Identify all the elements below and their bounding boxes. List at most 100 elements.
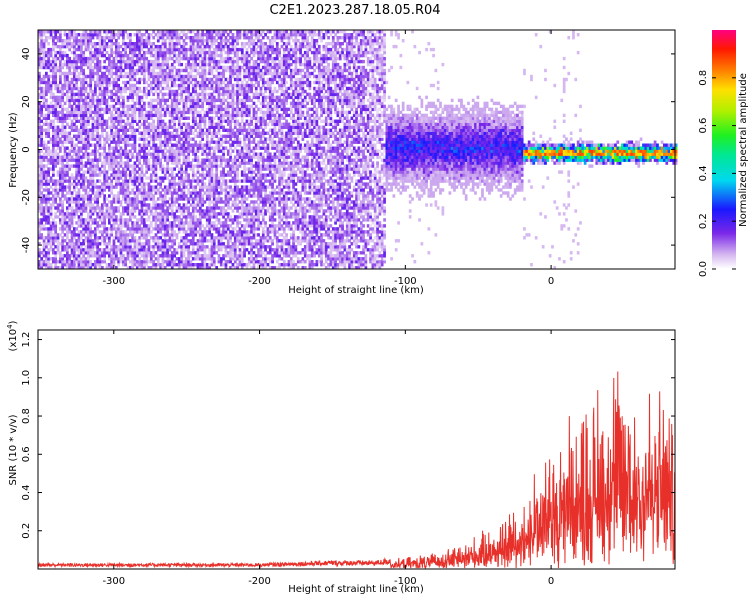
heatmap-cell bbox=[66, 122, 69, 126]
heatmap-cell bbox=[152, 80, 156, 85]
heatmap-cell bbox=[175, 131, 179, 135]
heatmap-cell bbox=[215, 86, 219, 91]
heatmap-cell bbox=[168, 65, 172, 70]
heatmap-cell bbox=[133, 260, 137, 264]
heatmap-cell bbox=[170, 179, 174, 183]
heatmap-cell bbox=[87, 56, 90, 61]
heatmap-cell bbox=[105, 42, 109, 46]
heatmap-cell bbox=[131, 263, 135, 267]
heatmap-cell bbox=[210, 65, 214, 70]
heatmap-cell bbox=[196, 191, 200, 195]
heatmap-cell bbox=[222, 182, 225, 186]
heatmap-cell bbox=[208, 44, 212, 49]
heatmap-cell bbox=[75, 110, 79, 115]
heatmap-cell bbox=[161, 104, 165, 109]
heatmap-cell bbox=[84, 218, 88, 222]
heatmap-cell bbox=[145, 212, 149, 216]
heatmap-cell bbox=[191, 119, 195, 123]
heatmap-cell bbox=[126, 110, 130, 115]
heatmap-cell bbox=[115, 83, 118, 88]
heatmap-cell bbox=[112, 83, 116, 88]
heatmap-cell bbox=[154, 62, 158, 67]
heatmap-cell bbox=[105, 92, 109, 97]
heatmap-cell bbox=[168, 158, 172, 162]
heatmap-cell bbox=[112, 215, 116, 219]
heatmap-cell bbox=[203, 62, 207, 67]
heatmap-cell bbox=[133, 131, 137, 135]
heatmap-cell bbox=[66, 254, 69, 258]
heatmap-cell bbox=[82, 200, 86, 204]
heatmap-cell bbox=[84, 230, 88, 234]
heatmap-cell bbox=[145, 56, 149, 61]
heatmap-cell bbox=[145, 263, 149, 267]
heatmap-cell bbox=[184, 170, 188, 174]
heatmap-cell bbox=[117, 257, 121, 261]
heatmap-cell bbox=[219, 83, 223, 88]
heatmap-cell bbox=[115, 173, 118, 177]
heatmap-cell bbox=[68, 62, 72, 67]
heatmap-cell bbox=[101, 131, 104, 135]
heatmap-cell bbox=[89, 137, 93, 141]
heatmap-cell bbox=[217, 80, 221, 85]
heatmap-cell bbox=[145, 242, 149, 246]
heatmap-cell bbox=[108, 149, 111, 153]
heatmap-cell bbox=[126, 59, 130, 64]
heatmap-cell bbox=[98, 107, 102, 112]
heatmap-cell bbox=[226, 80, 230, 85]
heatmap-cell bbox=[68, 221, 72, 225]
heatmap-cell bbox=[80, 39, 83, 43]
heatmap-cell bbox=[110, 191, 114, 195]
heatmap-cell bbox=[226, 134, 230, 138]
heatmap-cell bbox=[143, 194, 146, 198]
heatmap-cell bbox=[63, 215, 67, 219]
heatmap-cell bbox=[180, 56, 184, 61]
heatmap-cell bbox=[138, 251, 142, 255]
heatmap-cell bbox=[91, 95, 95, 100]
heatmap-cell bbox=[73, 200, 76, 204]
heatmap-cell bbox=[152, 236, 156, 240]
heatmap-cell bbox=[77, 203, 81, 207]
heatmap-cell bbox=[177, 83, 181, 88]
heatmap-cell bbox=[222, 170, 225, 174]
heatmap-cell bbox=[138, 227, 142, 231]
heatmap-cell bbox=[112, 104, 116, 109]
heatmap-cell bbox=[208, 179, 212, 183]
heatmap-cell bbox=[152, 218, 156, 222]
heatmap-cell bbox=[105, 33, 109, 37]
heatmap-cell bbox=[222, 263, 225, 267]
heatmap-cell bbox=[101, 251, 104, 255]
heatmap-cell bbox=[187, 182, 191, 186]
heatmap-cell bbox=[177, 158, 181, 162]
heatmap-cell bbox=[84, 191, 88, 195]
heatmap-cell bbox=[210, 161, 214, 165]
heatmap-cell bbox=[101, 170, 104, 174]
heatmap-cell bbox=[152, 194, 156, 198]
heatmap-cell bbox=[196, 71, 200, 76]
heatmap-cell bbox=[122, 131, 125, 135]
heatmap-cell bbox=[124, 125, 128, 129]
heatmap-cell bbox=[84, 224, 88, 228]
heatmap-cell bbox=[215, 173, 219, 177]
heatmap-cell bbox=[189, 68, 193, 73]
heatmap-cell bbox=[187, 98, 191, 103]
heatmap-cell bbox=[126, 194, 130, 198]
heatmap-cell bbox=[154, 266, 158, 270]
heatmap-cell bbox=[80, 167, 83, 171]
heatmap-cell bbox=[38, 122, 41, 126]
heatmap-cell bbox=[47, 30, 51, 34]
heatmap-cell bbox=[161, 128, 165, 132]
heatmap-cell bbox=[45, 80, 48, 85]
heatmap-cell bbox=[189, 30, 193, 34]
heatmap-cell bbox=[159, 146, 163, 150]
heatmap-cell bbox=[161, 68, 165, 73]
heatmap-cell bbox=[177, 92, 181, 97]
heatmap-cell bbox=[84, 209, 88, 213]
heatmap-cell bbox=[103, 47, 107, 52]
heatmap-cell bbox=[101, 74, 104, 79]
heatmap-cell bbox=[96, 42, 100, 46]
heatmap-cell bbox=[215, 104, 219, 109]
heatmap-cell bbox=[63, 44, 67, 49]
heatmap-cell bbox=[73, 212, 76, 216]
heatmap-cell bbox=[94, 50, 97, 55]
heatmap-cell bbox=[87, 260, 90, 264]
